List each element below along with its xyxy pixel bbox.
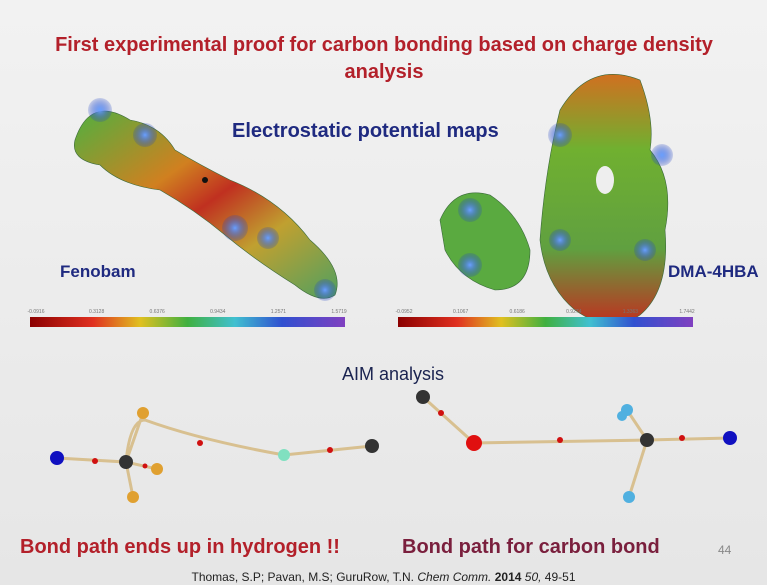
citation-year: 2014 [495,570,522,584]
slide: -0.0916 0.3128 0.6376 0.9434 1.2571 1.5719 -0.… [0,0,767,585]
citation-volume: 50, [525,570,542,584]
colorbar-tick-label: 0.1067 [453,309,469,315]
colorbar-tick-label: 1.2571 [271,309,287,315]
colorbar-tick-label: 1.3363 [623,309,639,315]
colorbar-tick-label: 0.6186 [510,309,526,315]
graphics: -0.0916 0.3128 0.6376 0.9434 1.2571 1.5719 -0.… [0,0,767,585]
citation-authors: Thomas, S.P; Pavan, M.S; GuruRow, T.N. [191,570,414,584]
citation-pages: 49-51 [545,570,576,584]
slide-title: First experimental proof for carbon bond… [34,32,734,86]
bond-path-left [57,413,372,497]
colorbar-tick-label: 0.9434 [210,309,226,315]
colorbar-tick-label: 0.6376 [150,309,166,315]
page-number: 44 [718,543,731,557]
subtitle: Electrostatic potential maps [232,120,499,143]
colorbar-tick-label: 0.3128 [89,309,105,315]
molecule-label: Fenobam [60,262,136,282]
dma-4hba-map [440,74,673,324]
colorbar-tick-label: -0.0952 [396,309,413,315]
colorbar-tick-label: 1.7442 [679,309,695,315]
colorbar-tick-label: 0.9274 [566,309,582,315]
citation-journal: Chem Comm. [417,570,491,584]
colorbar-tick-label: 1.5719 [331,309,347,315]
molecule-label: DMA-4HBA [668,262,759,282]
colorbar [398,317,693,327]
caption: Bond path ends up in hydrogen !! [20,536,340,559]
colorbar [30,317,345,327]
citation: Thomas, S.P; Pavan, M.S; GuruRow, T.N. C… [0,570,767,584]
section-label: AIM analysis [342,364,444,385]
caption: Bond path for carbon bond [402,536,660,559]
colorbar-tick-label: -0.0916 [28,309,45,315]
